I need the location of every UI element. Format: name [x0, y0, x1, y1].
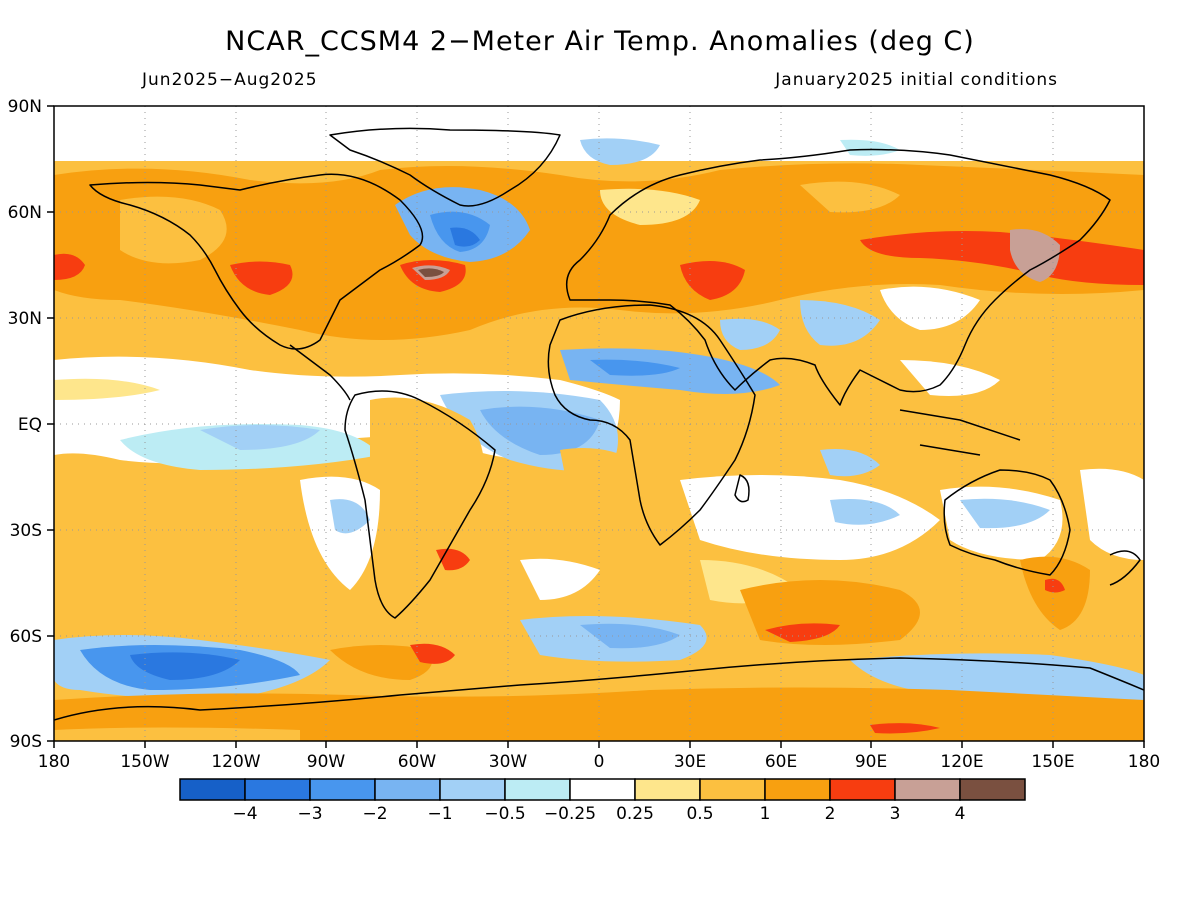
colorbar-swatch: [894, 778, 961, 801]
colorbar-label: 3: [890, 804, 901, 824]
lat-label: 90S: [10, 732, 42, 752]
lat-label: 30S: [10, 521, 42, 541]
colorbar-label: 0.25: [616, 804, 654, 824]
anomaly-field: [54, 106, 1144, 741]
colorbar-label: 0.5: [686, 804, 713, 824]
colorbar-swatch: [569, 778, 636, 801]
lon-label: 30W: [489, 752, 528, 772]
colorbar-label: −2: [362, 804, 387, 824]
lon-label: 150E: [1031, 752, 1074, 772]
lon-label: 90E: [855, 752, 887, 772]
forecast-period: Jun2025−Aug2025: [142, 70, 318, 90]
colorbar-label: −3: [297, 804, 322, 824]
lon-label: 60W: [398, 752, 437, 772]
lon-label: 120W: [211, 752, 260, 772]
colorbar-label: −0.25: [544, 804, 596, 824]
colorbar-label: 2: [825, 804, 836, 824]
axis-ticks: [47, 105, 1145, 748]
lat-label: 60S: [10, 627, 42, 647]
colorbar-swatch: [309, 778, 376, 801]
lon-label: 180: [38, 752, 70, 772]
coastlines: [54, 127, 1144, 721]
colorbar-swatch: [959, 778, 1026, 801]
colorbar-swatch: [179, 778, 246, 801]
lat-label: EQ: [18, 415, 42, 435]
lat-label: 60N: [8, 203, 42, 223]
lon-label: 180: [1128, 752, 1160, 772]
colorbar-swatch: [374, 778, 441, 801]
colorbar-swatch: [634, 778, 701, 801]
colorbar: −4 −3 −2 −1 −0.5 −0.25 0.25 0.5 1 2 3 4: [179, 778, 1026, 824]
lon-label: 60E: [765, 752, 797, 772]
colorbar-swatch: [699, 778, 766, 801]
colorbar-label: 4: [955, 804, 966, 824]
lon-label: 30E: [674, 752, 706, 772]
initial-conditions: January2025 initial conditions: [775, 70, 1058, 90]
map-title: NCAR_CCSM4 2−Meter Air Temp. Anomalies (…: [225, 26, 975, 57]
colorbar-label: −0.5: [484, 804, 525, 824]
colorbar-label: −4: [232, 804, 257, 824]
longitude-labels: 180 150W 120W 90W 60W 30W 0 30E 60E 90E …: [38, 752, 1160, 772]
lon-label: 90W: [307, 752, 346, 772]
lon-label: 120E: [940, 752, 983, 772]
lat-label: 90N: [8, 97, 42, 117]
colorbar-label: 1: [760, 804, 771, 824]
lat-label: 30N: [8, 309, 42, 329]
colorbar-swatch: [829, 778, 896, 801]
latitude-labels: 90N 60N 30N EQ 30S 60S 90S: [8, 97, 42, 752]
colorbar-swatch: [244, 778, 311, 801]
colorbar-label: −1: [427, 804, 452, 824]
colorbar-swatch: [764, 778, 831, 801]
colorbar-swatch: [504, 778, 571, 801]
lon-label: 150W: [120, 752, 169, 772]
lon-label: 0: [594, 752, 605, 772]
colorbar-swatch: [439, 778, 506, 801]
